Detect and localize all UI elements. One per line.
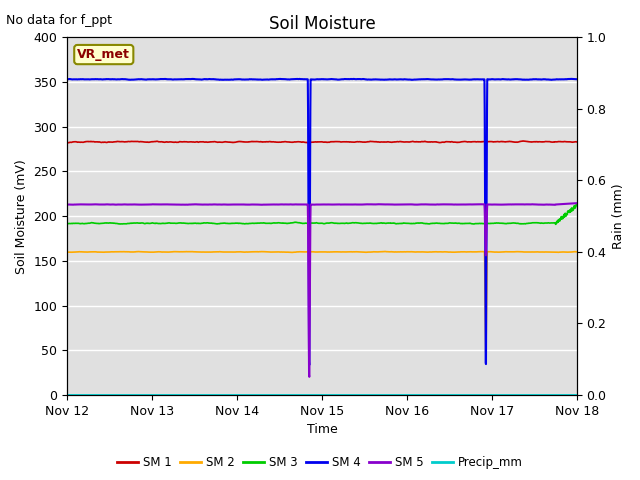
Y-axis label: Rain (mm): Rain (mm): [612, 183, 625, 249]
Text: VR_met: VR_met: [77, 48, 130, 61]
Title: Soil Moisture: Soil Moisture: [269, 15, 375, 33]
Y-axis label: Soil Moisture (mV): Soil Moisture (mV): [15, 159, 28, 274]
Text: No data for f_ppt: No data for f_ppt: [6, 14, 113, 27]
Legend: SM 1, SM 2, SM 3, SM 4, SM 5, Precip_mm: SM 1, SM 2, SM 3, SM 4, SM 5, Precip_mm: [113, 452, 527, 474]
X-axis label: Time: Time: [307, 423, 337, 436]
